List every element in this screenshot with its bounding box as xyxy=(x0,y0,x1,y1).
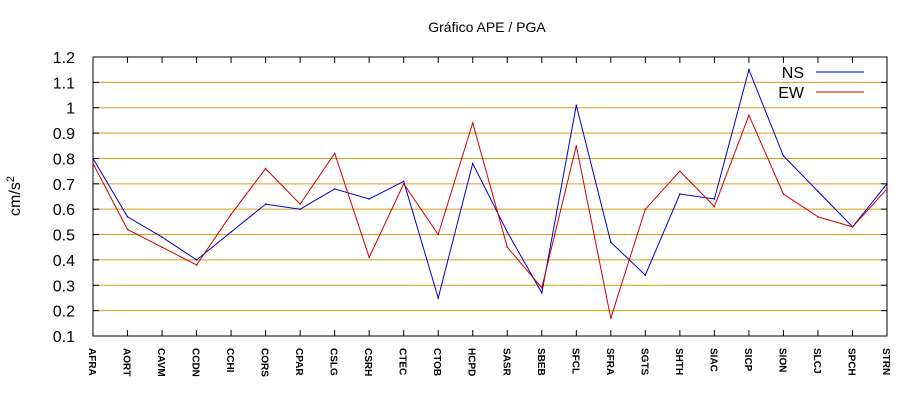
data-point-ns xyxy=(195,259,198,261)
x-tick-label: HCPD xyxy=(466,348,477,376)
y-tick-label: 0.5 xyxy=(53,228,75,245)
x-tick-label: SFCL xyxy=(569,348,580,374)
y-tick-label: 0.1 xyxy=(53,329,75,346)
data-point-ns xyxy=(230,231,232,233)
x-tick-label: CAVM xyxy=(155,348,166,377)
y-axis-label: cm/s2 xyxy=(5,176,24,216)
data-point-ew xyxy=(471,122,474,124)
y-tick-label: 0.8 xyxy=(53,151,75,168)
y-tick-label: 0.3 xyxy=(53,278,75,295)
y-tick-label: 0.6 xyxy=(53,202,75,219)
y-tick-label: 0.2 xyxy=(53,304,75,321)
data-point-ew xyxy=(782,193,785,195)
data-point-ew xyxy=(817,215,819,218)
data-point-ns xyxy=(644,274,647,276)
y-axis-label-exponent: 2 xyxy=(5,176,17,182)
x-tick-label: SION xyxy=(776,348,787,372)
data-point-ns xyxy=(92,157,94,160)
data-point-ns xyxy=(782,155,785,157)
y-tick-label: 1 xyxy=(66,101,75,118)
data-point-ns xyxy=(817,190,819,193)
data-point-ew xyxy=(126,228,129,231)
data-point-ns xyxy=(679,193,681,195)
data-point-ew xyxy=(540,287,543,289)
x-tick-label: AORT xyxy=(121,348,132,376)
data-point-ew xyxy=(195,264,198,266)
data-point-ns xyxy=(886,183,888,185)
x-tick-label: SFRA xyxy=(604,348,615,375)
y-tick-label: 0.4 xyxy=(53,253,75,270)
data-point-ew xyxy=(230,213,232,216)
x-tick-label: AFRA xyxy=(86,348,97,376)
x-tick-label: SICP xyxy=(742,348,753,372)
x-tick-label: STRN xyxy=(880,348,891,375)
data-point-ew xyxy=(575,144,578,147)
data-point-ns xyxy=(506,231,509,233)
data-point-ew xyxy=(92,162,94,165)
x-axis-ticks: AFRA AORT CAVM CCDN CCHI CORS CPAR CSLG CSRH CTEC… xyxy=(86,57,891,377)
data-point-ns xyxy=(126,215,129,218)
data-point-ns xyxy=(575,104,578,106)
data-point-ew xyxy=(264,167,267,170)
series-lines xyxy=(92,68,888,320)
data-point-ns xyxy=(264,203,267,205)
x-tick-label: SPCH xyxy=(845,348,856,376)
x-tick-label: CSRH xyxy=(362,348,373,376)
data-point-ns xyxy=(161,236,163,238)
data-point-ns xyxy=(610,241,612,243)
y-tick-label: 0.7 xyxy=(53,177,75,194)
x-tick-label: CCDN xyxy=(190,348,201,377)
data-point-ew xyxy=(713,205,716,208)
series-line-ns xyxy=(92,68,888,300)
data-point-ns xyxy=(402,180,405,183)
x-tick-label: SASR xyxy=(500,348,511,377)
x-tick-label: SHTH xyxy=(673,348,684,375)
legend: NS EW xyxy=(778,65,864,102)
data-point-ew xyxy=(886,188,888,190)
y-axis-ticks: 0.1 0.2 0.3 0.4 0.5 0.6 0.7 0.8 0.9 1 1.1 1.2 xyxy=(53,50,887,346)
data-point-ew xyxy=(679,170,681,172)
y-tick-label: 1.2 xyxy=(53,50,75,67)
series-line-ew xyxy=(92,113,888,319)
data-point-ns xyxy=(437,297,440,299)
data-point-ew xyxy=(748,114,750,117)
plot-frame xyxy=(92,56,888,337)
data-point-ns xyxy=(748,68,750,71)
legend-label-ew: EW xyxy=(778,85,805,102)
data-point-ns xyxy=(333,188,336,190)
x-tick-label: CTEC xyxy=(397,348,408,375)
chart-title: Gráfico APE / PGA xyxy=(428,19,546,35)
data-point-ew xyxy=(368,256,370,259)
data-point-ns xyxy=(471,162,474,165)
x-tick-label: SLCJ xyxy=(811,348,822,374)
data-point-ew xyxy=(610,317,612,320)
legend-label-ns: NS xyxy=(782,65,804,82)
x-tick-label: CPAR xyxy=(293,348,304,376)
y-tick-label: 1.1 xyxy=(53,75,75,92)
x-tick-label: CCHI xyxy=(224,348,235,373)
data-point-ew xyxy=(299,203,301,205)
data-point-ns xyxy=(368,198,370,200)
y-tick-label: 0.9 xyxy=(53,126,75,143)
x-tick-label: CSLG xyxy=(328,348,339,376)
data-point-ew xyxy=(437,233,440,236)
data-point-ew xyxy=(402,183,405,185)
grid xyxy=(93,56,887,337)
data-point-ew xyxy=(333,152,336,155)
data-point-ew xyxy=(851,226,854,228)
x-tick-label: SBEB xyxy=(535,348,546,376)
y-axis-label-unit: cm/s xyxy=(7,182,24,216)
data-point-ns xyxy=(713,198,716,200)
x-tick-label: SIAC xyxy=(707,348,718,372)
data-point-ns xyxy=(540,292,543,294)
data-point-ew xyxy=(644,208,647,210)
x-tick-label: CORS xyxy=(259,348,270,377)
data-point-ns xyxy=(299,208,301,210)
data-point-ew xyxy=(161,246,163,249)
data-point-ew xyxy=(506,246,509,249)
x-tick-label: CTOB xyxy=(431,348,442,376)
x-tick-label: SGTS xyxy=(638,348,649,376)
